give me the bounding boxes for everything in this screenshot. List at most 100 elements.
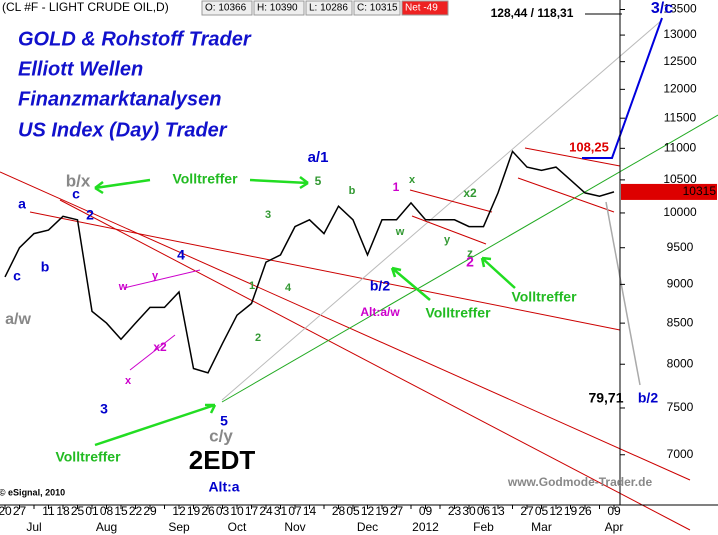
x-month-label: Oct	[228, 520, 247, 534]
x-tick-label: 10	[230, 504, 244, 518]
last-price-box	[621, 183, 717, 200]
annotation: 2	[255, 332, 261, 344]
close: C: 10315	[357, 3, 398, 14]
title: Elliott Wellen	[18, 58, 143, 80]
annotation: Volltreffer	[172, 171, 238, 187]
y-tick-label: 11000	[664, 141, 697, 155]
y-tick-label: 8500	[667, 315, 694, 329]
annotation: y	[444, 234, 451, 246]
annotation: a/1	[308, 149, 329, 166]
x-tick-label: 12	[549, 504, 563, 518]
annotation: Alt:a/w	[360, 305, 400, 319]
x-tick-label: 24	[259, 504, 273, 518]
x-month-label: Mar	[531, 520, 552, 534]
y-tick-label: 12000	[663, 82, 697, 96]
x-tick-label: 07	[288, 504, 302, 518]
x-month-label: Nov	[284, 520, 305, 534]
y-tick-label: 11500	[664, 110, 697, 124]
y-tick-label: 13000	[663, 27, 697, 41]
x-month-label: Feb	[473, 520, 494, 534]
ohlc-box	[305, 0, 353, 16]
annotation: x2	[153, 340, 167, 354]
annotation: b/x	[66, 171, 91, 190]
annotation: 108,25	[569, 139, 609, 154]
x-tick-label: 19	[564, 504, 578, 518]
annotation: 5	[315, 174, 322, 188]
x-tick-label: 14	[303, 504, 317, 518]
title: US Index (Day) Trader	[18, 119, 228, 141]
x-tick-label: 26	[201, 504, 215, 518]
annotation: Volltreffer	[55, 449, 121, 465]
annotation: 3/c	[651, 0, 673, 17]
net: Net -49	[405, 3, 438, 14]
annotation: c	[13, 268, 21, 284]
x-tick-label: 03	[216, 504, 230, 518]
annotation: Volltreffer	[425, 305, 491, 321]
x-tick-label: 28	[332, 504, 346, 518]
y-tick-label: 7000	[667, 447, 694, 461]
x-tick-label: 22	[129, 504, 143, 518]
title: Finanzmarktanalysen	[18, 88, 221, 110]
x-tick-label: 11	[42, 504, 55, 518]
x-tick-label: 26	[578, 504, 592, 518]
y-tick-label: 12500	[663, 54, 697, 68]
x-tick-label: 19	[187, 504, 201, 518]
x-month-label: 2012	[412, 520, 439, 534]
x-tick-label: 19	[375, 504, 389, 518]
annotation: 3	[265, 209, 271, 221]
title: GOLD & Rohstoff Trader	[18, 28, 252, 50]
y-tick-label: 10500	[663, 172, 697, 186]
y-tick-label: 10000	[663, 205, 697, 219]
x-tick-label: 09	[607, 504, 621, 518]
low: L: 10286	[309, 3, 348, 14]
x-tick-label: 09	[419, 504, 433, 518]
x-tick-label: 31	[274, 504, 288, 518]
y-tick-label: 13500	[663, 2, 697, 16]
x-month-label: Apr	[605, 520, 624, 534]
arrows	[94, 176, 516, 447]
annotation: 2	[466, 254, 474, 270]
x-tick-label: 01	[85, 504, 99, 518]
ohlc-box	[401, 0, 449, 16]
annotation: 2	[86, 207, 94, 223]
annotation: 4	[285, 282, 292, 294]
x-tick-label: 15	[114, 504, 128, 518]
x-tick-label: 12	[172, 504, 186, 518]
annotation: x2	[463, 186, 477, 200]
annotation: 2EDT	[189, 445, 256, 475]
y-tick-label: 9000	[667, 277, 694, 291]
trend-lines	[0, 13, 718, 531]
x-tick-label: 18	[56, 504, 70, 518]
annotation: 79,71	[588, 390, 623, 406]
price-line	[4, 149, 615, 374]
open: O: 10366	[205, 3, 247, 14]
x-tick-label: 05	[346, 504, 360, 518]
y-tick-label: 8000	[667, 356, 694, 370]
x-tick-label: 17	[245, 504, 259, 518]
last-price-label: 10315	[683, 184, 717, 198]
x-tick-label: 25	[71, 504, 85, 518]
x-month-label: Jul	[26, 520, 41, 534]
annotation: a	[18, 196, 26, 212]
annotation: x	[409, 174, 416, 186]
x-tick-label: 06	[477, 504, 491, 518]
annotation: x	[125, 375, 132, 387]
annotation: 4	[177, 247, 185, 263]
annotation: 3	[100, 401, 108, 417]
ohlc-box	[353, 0, 401, 16]
ohlc-box	[253, 0, 305, 16]
symbol: (CL #F - LIGHT CRUDE OIL,D)	[2, 0, 169, 14]
annotation: www.Godmode-Trader.de	[507, 475, 653, 489]
annotation: y	[152, 270, 159, 282]
y-tick-label: 7500	[667, 400, 694, 414]
x-tick-label: 13	[491, 504, 505, 518]
annotation: Alt:a	[208, 479, 239, 495]
x-month-label: Dec	[357, 520, 378, 534]
x-tick-label: 20	[0, 504, 12, 518]
annotation: z	[467, 246, 473, 260]
annotation: 128,44 / 118,31	[491, 6, 574, 20]
annotation: w	[118, 281, 128, 293]
annotation: b/2	[370, 278, 390, 294]
